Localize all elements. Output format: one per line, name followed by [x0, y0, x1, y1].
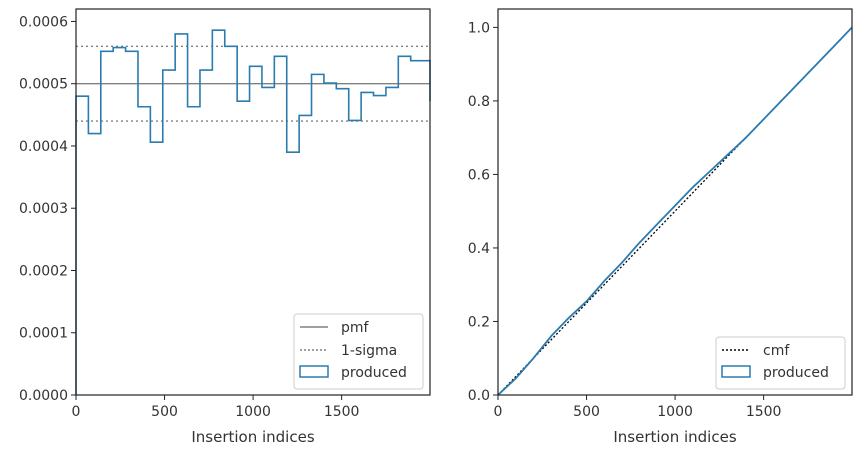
left-chart: 0 500 1000 1500 0.0000 0.0001 0.0002 0.0003 0.00… [19, 8, 431, 446]
right-y-tick-label: 0.4 [468, 241, 490, 257]
left-ticks: 0 500 1000 1500 0.0000 0.0001 0.0002 0.0003 0.00… [19, 14, 359, 420]
right-ticks: 0 500 1000 1500 0.0 0.2 0.4 0.6 0.8 1.0 [468, 20, 782, 420]
left-x-tick-label: 1500 [324, 404, 360, 420]
right-legend-box [715, 336, 846, 390]
left-x-tick-label: 1000 [235, 404, 271, 420]
right-legend: cmf produced [715, 336, 846, 390]
right-x-tick-label: 1000 [657, 404, 693, 420]
left-x-tick-label: 0 [72, 404, 81, 420]
left-y-tick-label: 0.0000 [19, 388, 68, 404]
left-x-tick-label: 500 [151, 404, 178, 420]
left-y-tick-label: 0.0004 [19, 139, 68, 155]
legend-cmf-label: cmf [763, 343, 790, 359]
left-reference-lines [76, 45, 430, 122]
left-y-tick-label: 0.0003 [19, 201, 68, 217]
left-legend-box [293, 313, 424, 390]
right-y-tick-label: 0.0 [468, 388, 490, 404]
legend-1-sigma-label: 1-sigma [341, 343, 397, 359]
produced-cumulative-line [497, 26, 853, 396]
right-y-tick-label: 1.0 [468, 20, 490, 36]
left-y-tick-label: 0.0006 [19, 14, 68, 30]
legend-produced-label: produced [341, 365, 407, 381]
legend-produced-swatch-right [721, 365, 751, 378]
legend-produced-swatch [299, 365, 329, 378]
legend-produced-label-right: produced [763, 365, 829, 381]
right-chart: 0 500 1000 1500 0.0 0.2 0.4 0.6 0.8 1.0 Insertion… [468, 8, 853, 446]
right-x-tick-label: 0 [494, 404, 503, 420]
left-y-tick-label: 0.0002 [19, 263, 68, 279]
produced-step-line [75, 29, 431, 395]
right-x-tick-label: 500 [573, 404, 600, 420]
legend-pmf-label: pmf [341, 320, 370, 336]
left-x-axis-label: Insertion indices [191, 428, 314, 446]
right-y-tick-label: 0.6 [468, 167, 490, 183]
right-y-tick-label: 0.2 [468, 314, 490, 330]
left-y-tick-label: 0.0001 [19, 326, 68, 342]
left-produced-series [75, 29, 431, 395]
left-legend: pmf 1-sigma produced [293, 313, 424, 390]
right-produced-series [497, 26, 853, 396]
right-y-tick-label: 0.8 [468, 94, 490, 110]
left-y-tick-label: 0.0005 [19, 77, 68, 93]
right-x-tick-label: 1500 [746, 404, 782, 420]
right-x-axis-label: Insertion indices [613, 428, 736, 446]
